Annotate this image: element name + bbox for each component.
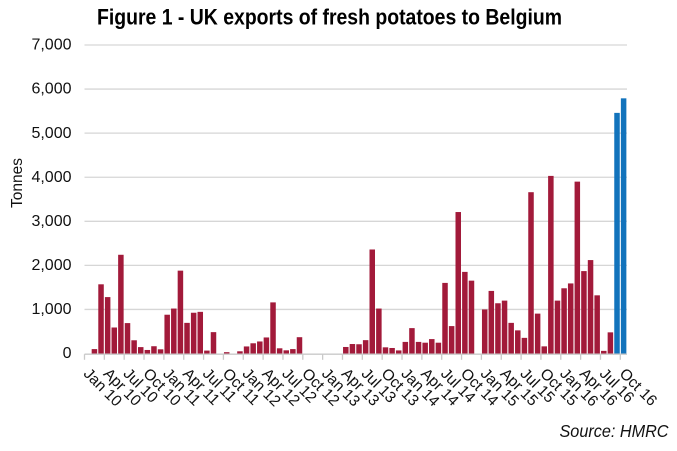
svg-text:1,000: 1,000 <box>31 301 71 318</box>
svg-text:2,000: 2,000 <box>31 257 71 274</box>
svg-text:5,000: 5,000 <box>31 125 71 142</box>
svg-text:7,000: 7,000 <box>31 37 71 54</box>
svg-text:Figure 1 - UK exports of fresh: Figure 1 - UK exports of fresh potatoes … <box>97 5 562 30</box>
svg-text:6,000: 6,000 <box>31 81 71 98</box>
svg-text:4,000: 4,000 <box>31 169 71 186</box>
svg-text:Source: HMRC: Source: HMRC <box>560 421 669 441</box>
svg-text:0: 0 <box>63 345 72 362</box>
svg-text:Tonnes: Tonnes <box>9 158 26 208</box>
svg-text:3,000: 3,000 <box>31 213 71 230</box>
